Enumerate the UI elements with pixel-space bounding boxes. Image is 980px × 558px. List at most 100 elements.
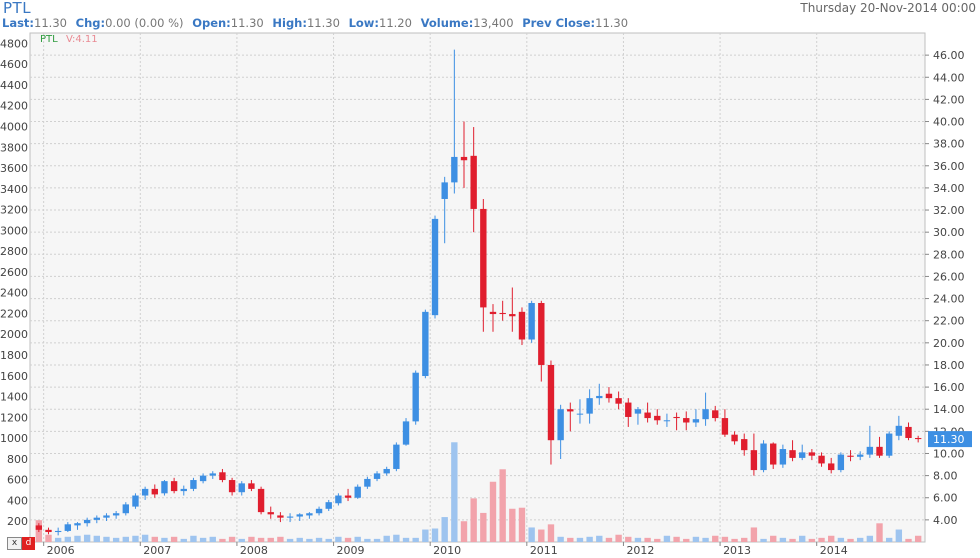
volume-bar [683, 538, 690, 542]
candle-body [315, 508, 323, 514]
candle-body [480, 208, 487, 308]
candle-body [866, 446, 874, 455]
volume-tick-label: 4600 [0, 58, 28, 71]
candle-body [93, 517, 100, 520]
legend-symbol: PTL [40, 34, 58, 45]
candle-body [344, 495, 352, 498]
price-tick-label: 8.00 [933, 470, 958, 483]
grid-lines [30, 33, 925, 542]
volume-bar [905, 538, 912, 542]
volume-bar [383, 535, 390, 542]
volume-bar [741, 537, 748, 542]
legend-volume: V:4.11 [66, 34, 98, 45]
candle-body [45, 529, 52, 533]
candle-body [460, 156, 468, 161]
candle-body [596, 395, 603, 399]
volume-tick-label: 2600 [0, 266, 28, 279]
candle-body [64, 524, 72, 531]
volume-tick-label: 1200 [0, 411, 28, 424]
volume-bar [847, 538, 854, 542]
quote-bar: Last:11.30 Chg:0.00 (0.00 %) Open:11.30 … [2, 16, 633, 30]
time-tick-label: 2011 [530, 544, 558, 557]
candle-body [528, 302, 535, 340]
close-chart-button[interactable]: x [7, 537, 22, 550]
candle-body [199, 475, 207, 482]
candle-body [557, 409, 564, 441]
volume-bar [74, 535, 81, 542]
last-value: 11.30 [34, 16, 67, 30]
volume-tick-label: 4400 [0, 79, 28, 92]
volume-bar [547, 524, 555, 542]
volume-bar [799, 535, 806, 542]
candle-body [286, 516, 294, 518]
symbol-title: PTL [3, 0, 32, 17]
time-tick-label: 2012 [626, 544, 654, 557]
volume-bar [644, 537, 651, 542]
candle-body [731, 434, 738, 442]
candle-body [161, 481, 168, 494]
volume-bar [470, 498, 477, 542]
volume-bar [335, 536, 342, 542]
volume-bar [344, 537, 352, 542]
time-tick-label: 2013 [723, 544, 751, 557]
volume-bar [779, 537, 787, 542]
candle-body [141, 488, 149, 496]
candle-body [644, 412, 651, 419]
price-tick-label: 42.00 [933, 93, 965, 106]
axis-labels: 4.006.008.0010.0012.0014.0016.0018.0020.… [0, 37, 965, 557]
low-value: 11.20 [379, 16, 412, 30]
volume-bar [180, 538, 187, 542]
candle-body [547, 364, 555, 441]
volume-bar [499, 469, 506, 542]
volume-bar [509, 508, 516, 542]
candle-body [219, 472, 226, 481]
price-candles [35, 49, 922, 536]
volume-bar [567, 537, 574, 542]
volume-bar [750, 527, 758, 542]
volume-tick-label: 4800 [0, 37, 28, 50]
volume-bar [238, 538, 245, 542]
volume-bar [731, 538, 738, 542]
prev-close-label: Prev Close: [522, 16, 596, 30]
volume-bar [315, 537, 323, 542]
candle-body [634, 409, 642, 414]
volume-tick-label: 3400 [0, 183, 28, 196]
candle-body [828, 463, 835, 471]
delete-marker-icon[interactable]: d [22, 537, 35, 550]
candle-body [190, 480, 197, 489]
volume-bar [93, 535, 100, 542]
volume-bar [480, 512, 487, 542]
chg-label: Chg: [75, 16, 106, 30]
volume-label: Volume: [420, 16, 474, 30]
price-tick-label: 26.00 [933, 270, 965, 283]
candle-body [373, 473, 381, 479]
candle-body [663, 420, 671, 422]
volume-bar [625, 536, 632, 542]
candle-body [74, 523, 81, 526]
candle-body [83, 519, 91, 524]
candle-body [654, 415, 661, 421]
volume-bar [605, 537, 613, 542]
price-tick-label: 46.00 [933, 49, 965, 62]
price-tick-label: 34.00 [933, 182, 965, 195]
candle-body [615, 398, 622, 404]
volume-bar [364, 538, 371, 542]
volume-tick-label: 1000 [0, 432, 28, 445]
volume-bar [54, 537, 62, 542]
volume-bar [789, 538, 796, 542]
volume-value: 13,400 [473, 16, 514, 30]
candle-body [818, 455, 825, 464]
volume-tick-label: 3800 [0, 141, 28, 154]
volume-bar [393, 534, 400, 542]
volume-bar [209, 536, 216, 542]
time-tick-label: 2009 [337, 544, 365, 557]
volume-bar [190, 535, 197, 542]
volume-bar [219, 538, 226, 542]
candle-body [750, 450, 758, 471]
volume-bar [412, 537, 419, 542]
plot-area[interactable] [29, 32, 926, 543]
time-tick-label: 2006 [47, 544, 75, 557]
volume-bar [634, 537, 642, 542]
candle-body [383, 468, 390, 474]
